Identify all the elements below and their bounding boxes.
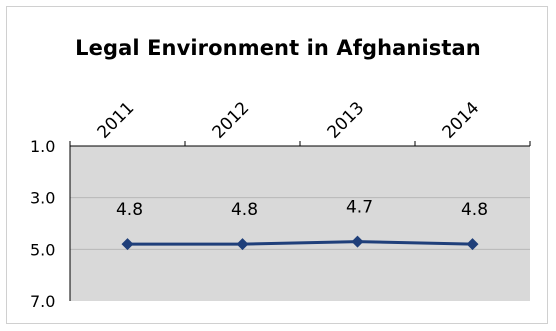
data-label: 4.8 (461, 200, 488, 220)
data-label: 4.7 (346, 198, 373, 218)
data-label: 4.8 (116, 200, 143, 220)
series-line (127, 240, 473, 246)
data-point (351, 235, 364, 248)
chart-title: Legal Environment in Afghanistan (75, 36, 481, 60)
data-point (466, 238, 479, 251)
x-tick-label: 2012 (209, 98, 254, 143)
data-label: 4.8 (231, 200, 258, 220)
data-point (236, 238, 249, 251)
x-tick-label: 2014 (439, 98, 484, 143)
y-tick-label: 3.0 (30, 189, 55, 208)
x-tick-label: 2013 (324, 98, 369, 143)
y-tick-label: 5.0 (30, 240, 55, 259)
x-tick-label: 2011 (94, 98, 139, 143)
plot-area (70, 146, 530, 301)
y-tick-label: 7.0 (30, 292, 55, 311)
data-point (121, 238, 134, 251)
y-tick-label: 1.0 (30, 137, 55, 156)
